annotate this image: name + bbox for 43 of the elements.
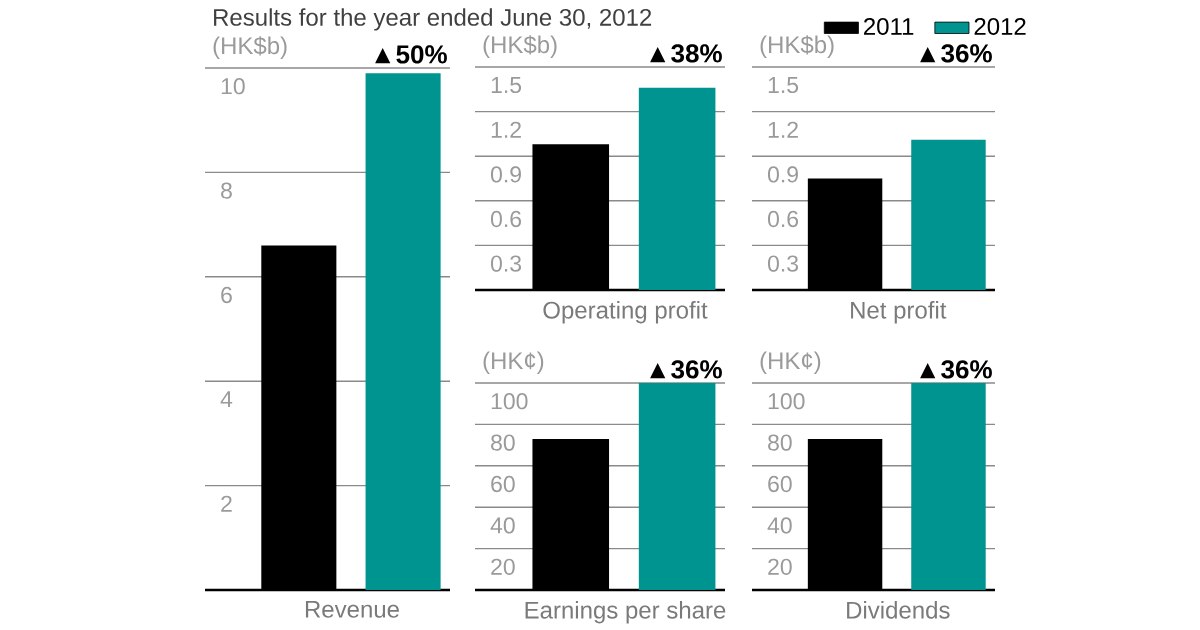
y-tick-label: 0.6 bbox=[767, 210, 799, 228]
x-axis-title: Earnings per share bbox=[525, 601, 726, 624]
y-tick-label: 8 bbox=[221, 182, 232, 199]
y-axis-title: (HK$b) bbox=[483, 35, 557, 58]
y-tick-label: 0.3 bbox=[767, 255, 799, 272]
y-tick-label: 40 bbox=[490, 517, 515, 534]
y-tick-label: 0.6 bbox=[490, 210, 522, 228]
text: ▲36% bbox=[650, 360, 722, 379]
y-tick-label: 20 bbox=[491, 558, 515, 575]
y-tick-label: 2 bbox=[221, 495, 232, 512]
y-tick-label: 6 bbox=[221, 286, 232, 304]
y-tick-label: 100 bbox=[491, 393, 528, 410]
y-tick-label: 0.9 bbox=[490, 166, 521, 183]
text: ▲50% bbox=[375, 45, 447, 64]
y-tick-label: 80 bbox=[768, 434, 792, 451]
y-axis-title: (HK¢) bbox=[483, 351, 544, 374]
legend-label: 2011 bbox=[864, 17, 914, 35]
y-tick-label: 10 bbox=[221, 78, 245, 95]
text: ▲36% bbox=[920, 360, 992, 379]
y-tick-label: 60 bbox=[768, 475, 792, 493]
text: ▲36% bbox=[920, 44, 992, 63]
y-tick-label: 1.5 bbox=[491, 77, 522, 94]
y-tick-label: 1.5 bbox=[768, 77, 799, 94]
y-tick-label: 0.9 bbox=[767, 166, 798, 183]
y-tick-label: 4 bbox=[220, 391, 233, 408]
y-tick-label: 0.3 bbox=[490, 255, 522, 272]
y-tick-label: 80 bbox=[491, 434, 515, 451]
x-axis-title: Operating profit bbox=[543, 301, 708, 324]
y-axis-title: (HK$b) bbox=[213, 36, 287, 59]
y-axis-title: (HK$b) bbox=[760, 35, 834, 58]
y-tick-label: 100 bbox=[768, 393, 805, 410]
text: ▲38% bbox=[650, 44, 722, 63]
y-tick-label: 1.2 bbox=[491, 121, 521, 138]
chart-title: Results for the year ended June 30, 2012 bbox=[214, 8, 652, 31]
x-axis-title: Net profit bbox=[851, 301, 947, 324]
y-axis-title: (HK¢) bbox=[760, 351, 821, 374]
y-tick-label: 60 bbox=[491, 475, 515, 493]
y-tick-label: 1.2 bbox=[768, 121, 798, 138]
x-axis-title: Dividends bbox=[847, 601, 950, 619]
y-tick-label: 20 bbox=[768, 558, 792, 575]
y-tick-label: 40 bbox=[767, 517, 792, 534]
legend-label: 2012 bbox=[974, 17, 1026, 35]
x-axis-title: Revenue bbox=[305, 601, 399, 618]
